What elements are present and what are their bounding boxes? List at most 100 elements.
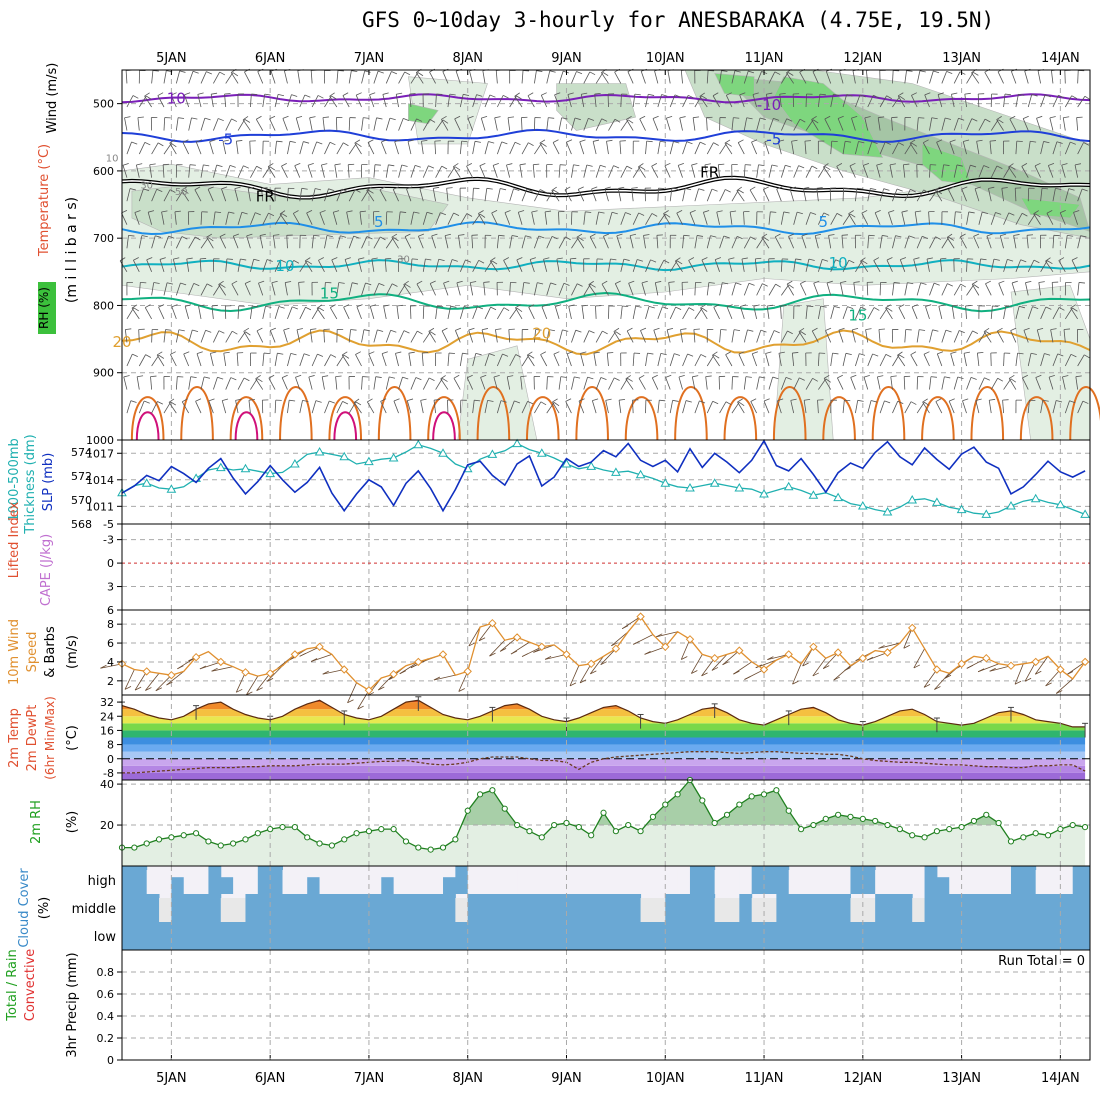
upper-wind-barb (719, 282, 723, 296)
upper-wind-barb (151, 235, 156, 249)
upper-wind-barb (1040, 94, 1046, 108)
cloud-high-clear-29 (480, 870, 493, 894)
upper-wind-barb-flag (433, 186, 440, 189)
upper-wind-barb (756, 164, 759, 178)
upper-wind-barb-flag (652, 374, 658, 379)
upper-wind-barb-flag (289, 140, 296, 143)
upper-wind-barb-flag (763, 236, 769, 241)
upper-wind-barb (855, 306, 862, 320)
wind-speed-point-18 (339, 665, 349, 674)
upper-wind-barb-flag (1030, 352, 1037, 355)
upper-wind-barb-flag (455, 327, 462, 331)
surface-wind-barb (701, 657, 715, 677)
upper-wind-barb (246, 235, 251, 249)
upper-wind-barb-flag (190, 376, 197, 379)
upper-wind-barb (594, 94, 597, 108)
upper-wind-barb (1003, 212, 1010, 225)
upper-wind-barb (237, 377, 245, 390)
cloud-middle-clear-43 (652, 898, 666, 922)
rh-point-67 (946, 826, 953, 833)
upper-wind-barb-flag (778, 139, 785, 142)
upper-wind-barb-flag (849, 162, 856, 167)
upper-wind-barb-flag (989, 398, 996, 401)
li-ytick-3: 3 (107, 581, 114, 594)
cloud-high-clear-30 (492, 870, 506, 894)
upper-wind-barb (651, 166, 659, 178)
upper-wind-barb (472, 94, 477, 108)
upper-wind-barb-flag (850, 213, 856, 218)
upper-wind-barb (324, 354, 332, 367)
contour-label-0: 10 (167, 89, 186, 107)
cloud-high-21 (381, 877, 395, 894)
upper-wind-barb-flag (876, 163, 883, 166)
upper-wind-barb-flag (257, 378, 263, 383)
upper-wind-barb-flag (396, 304, 404, 307)
surface-wind-barb-flag (347, 699, 354, 704)
upper-wind-barb-flag (926, 257, 933, 260)
upper-wind-barb-flag (143, 188, 150, 192)
upper-wind-barb-flag (342, 351, 348, 356)
upper-wind-barb-flag (400, 211, 407, 213)
upper-wind-barb (274, 259, 281, 272)
rh-point-49 (723, 811, 731, 818)
upper-wind-barb (997, 71, 1004, 84)
upper-wind-barb-flag (278, 93, 285, 97)
surface-wind-barb (722, 650, 740, 666)
thickness-point-38 (586, 461, 597, 470)
upper-wind-barb-flag (1023, 327, 1030, 331)
contour-20 (121, 329, 1091, 356)
upper-wind-barb (429, 283, 436, 296)
upper-wind-barb-flag (293, 210, 299, 214)
upper-wind-barb (1077, 401, 1084, 414)
upper-wind-barb (836, 166, 844, 178)
upper-wind-barb-flag (897, 351, 903, 356)
upper-wind-barb-flag (1000, 233, 1007, 237)
cloud-middle-58 (838, 894, 851, 922)
wind-speed-point-2 (142, 667, 151, 676)
upper-wind-barb-flag (356, 304, 363, 308)
upper-wind-barb-flag (550, 282, 557, 286)
upper-wind-barb-flag (575, 329, 582, 333)
upper-wind-barb (825, 330, 832, 343)
upper-wind-barb (272, 235, 276, 249)
upper-wind-barb-flag (454, 115, 461, 120)
upper-wind-barb (971, 72, 980, 84)
surface-wind-barb (357, 690, 370, 710)
upper-wind-barb-flag (1084, 354, 1090, 359)
upper-wind-barb (546, 236, 553, 249)
upper-wind-barb (274, 94, 279, 108)
upper-wind-barb-flag (676, 210, 683, 214)
upper-wind-barb (780, 165, 786, 178)
upper-wind-barb (385, 283, 393, 296)
bl-contour-121 (871, 386, 906, 441)
cloud-high-clear-38 (591, 870, 605, 894)
upper-wind-barb-flag (483, 281, 490, 283)
rh-shade-13 (1020, 197, 1081, 219)
upper-wind-barb-flag (527, 92, 534, 97)
upper-wind-barb-flag (500, 400, 507, 403)
upper-wind-barb-flag (785, 377, 792, 380)
upper-wind-barb (348, 235, 355, 249)
surface-wind-barb-flag (177, 665, 184, 670)
upper-wind-barb (551, 190, 560, 202)
upper-wind-barb-flag (841, 234, 848, 236)
upper-wind-barb (456, 282, 461, 296)
surface-wind-barb-flag (1035, 670, 1042, 675)
upper-wind-barb (699, 96, 708, 108)
upper-wind-barb (595, 305, 597, 319)
upper-wind-barb (953, 330, 960, 343)
cloud-low-26 (443, 922, 456, 950)
upper-wind-barb-flag (619, 399, 626, 401)
upper-wind-barb-flag (686, 141, 693, 145)
upper-wind-barb-flag (1073, 210, 1080, 213)
upper-wind-barb-flag (232, 72, 239, 77)
upper-wind-barb-flag (800, 331, 806, 336)
upper-wind-barb (296, 329, 301, 343)
upper-wind-barb (768, 330, 775, 343)
upper-wind-barb-flag (865, 328, 872, 331)
upper-wind-barb-flag (1063, 116, 1070, 119)
upper-wind-barb-flag (873, 307, 880, 311)
upper-wind-barb-flag (635, 305, 642, 308)
upper-wind-barb-flag (845, 352, 852, 356)
upper-wind-barb (620, 259, 625, 272)
